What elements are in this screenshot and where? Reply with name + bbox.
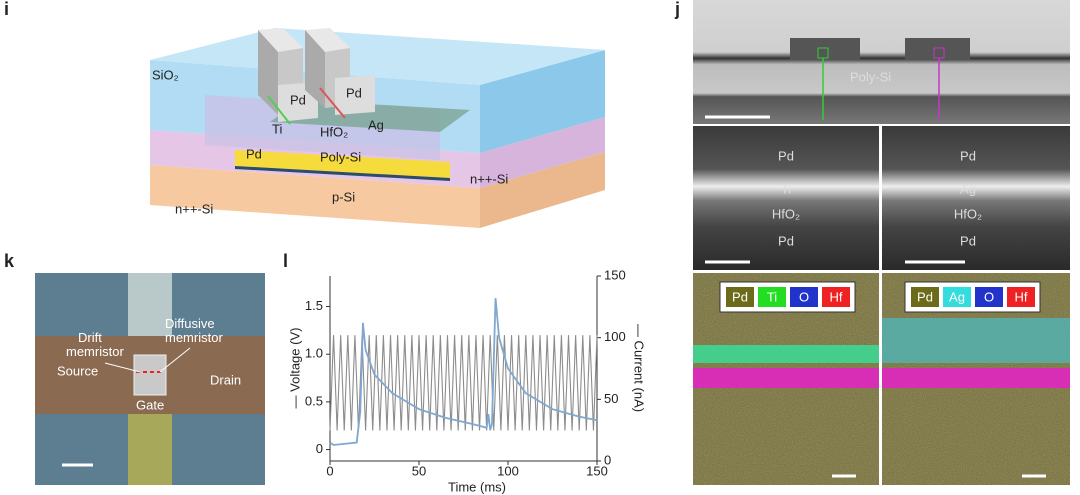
panel-label: l bbox=[283, 251, 288, 271]
oxide-side bbox=[480, 50, 605, 153]
panel-label: i bbox=[4, 0, 9, 19]
substrate-side bbox=[480, 152, 605, 228]
label-line: memristor bbox=[66, 344, 124, 359]
ag-band bbox=[882, 318, 1070, 363]
layer-label: Ti bbox=[781, 181, 791, 196]
y2-tick-label: 100 bbox=[604, 329, 626, 344]
layer-label: Pd bbox=[778, 148, 794, 163]
legend-swatch bbox=[911, 287, 939, 307]
y2-tick-label: 50 bbox=[604, 391, 618, 406]
label: Gate bbox=[136, 397, 164, 412]
data-line bbox=[329, 335, 598, 431]
y-tick-label: 1.0 bbox=[305, 346, 323, 361]
label: Poly-Si bbox=[850, 69, 891, 84]
legend-text: O bbox=[799, 289, 809, 304]
label: Pd bbox=[346, 85, 362, 100]
label: Source bbox=[57, 363, 98, 378]
legend-text: Hf bbox=[830, 289, 843, 304]
layer-label: HfO₂ bbox=[954, 206, 982, 221]
data-line bbox=[329, 298, 598, 446]
y2-tick-label: 150 bbox=[604, 267, 626, 282]
panel-label: k bbox=[4, 251, 15, 271]
legend-text: Hf bbox=[1015, 289, 1028, 304]
device-schematic: i SiO₂ Pd Pd Ti HfO₂ Ag Pd Poly-Si n++-S… bbox=[4, 0, 605, 228]
label: n++-Si bbox=[470, 171, 508, 186]
hf-band bbox=[882, 368, 1070, 388]
legend-swatch bbox=[822, 287, 850, 307]
label: Ti bbox=[272, 121, 282, 136]
axes bbox=[329, 276, 598, 462]
x-tick-label: 100 bbox=[497, 463, 519, 478]
legend-text: Ag bbox=[949, 289, 965, 304]
x-tick-label: 150 bbox=[586, 463, 608, 478]
panel-label: j bbox=[674, 0, 680, 19]
legend-swatch bbox=[943, 287, 971, 307]
substrate bbox=[150, 165, 480, 228]
label: SiO₂ bbox=[152, 67, 179, 82]
legend-text: Pd bbox=[732, 289, 748, 304]
ti-band bbox=[693, 345, 879, 363]
oxide-lower-side bbox=[480, 117, 605, 188]
tem-image bbox=[693, 0, 1070, 124]
hfo2 bbox=[270, 100, 470, 132]
x-tick-label: 0 bbox=[326, 463, 333, 478]
pillar bbox=[305, 28, 375, 119]
label: Drain bbox=[210, 372, 241, 387]
legend-text: Pd bbox=[917, 289, 933, 304]
chart: l Time (ms) — Voltage (V) — Current (nA)… bbox=[283, 251, 647, 495]
legend-text: Ti bbox=[767, 289, 777, 304]
poly-si-base bbox=[235, 166, 450, 181]
label: Pd bbox=[290, 92, 306, 107]
y2-axis-label: — Current (nA) bbox=[632, 324, 647, 412]
optical-image: k Drift memristor Diffusive memristor Sour… bbox=[4, 251, 265, 485]
hrtem-image bbox=[693, 126, 879, 270]
label: Ag bbox=[368, 117, 384, 132]
legend-swatch bbox=[975, 287, 1003, 307]
poly-si bbox=[235, 150, 450, 178]
y-axis-label: — Voltage (V) bbox=[287, 328, 302, 409]
y-tick-label: 0.5 bbox=[305, 393, 323, 408]
legend-text: O bbox=[984, 289, 994, 304]
device-stack bbox=[790, 38, 860, 60]
label: Drift memristor bbox=[66, 330, 124, 359]
label: Pd bbox=[246, 146, 262, 161]
label: HfO₂ bbox=[320, 124, 348, 139]
x-tick-label: 50 bbox=[412, 463, 426, 478]
legend-swatch bbox=[1007, 287, 1035, 307]
label: n++-Si bbox=[175, 201, 213, 216]
layer-label: Ag bbox=[960, 181, 976, 196]
label-line: memristor bbox=[165, 330, 223, 345]
x-axis-label: Time (ms) bbox=[448, 479, 506, 494]
legend-items: Pd Ti O Hf Pd Ag O Hf bbox=[726, 287, 1035, 307]
layer-labels: Pd Ti HfO₂ Pd Pd Ag HfO₂ Pd bbox=[772, 148, 982, 248]
hrtem-image bbox=[882, 126, 1070, 270]
y2-tick-label: 0 bbox=[604, 452, 611, 467]
layer-label: HfO₂ bbox=[772, 206, 800, 221]
label-line: Diffusive bbox=[165, 316, 215, 331]
legend-swatch bbox=[758, 287, 786, 307]
layer-label: Pd bbox=[960, 148, 976, 163]
label: Diffusive memristor bbox=[165, 316, 223, 345]
legend-swatch bbox=[726, 287, 754, 307]
label: p-Si bbox=[332, 189, 355, 204]
layer-label: Pd bbox=[778, 233, 794, 248]
hf-band bbox=[693, 368, 879, 388]
y-tick-label: 0 bbox=[316, 441, 323, 456]
label: Poly-Si bbox=[320, 149, 361, 164]
label-line: Drift bbox=[78, 330, 102, 345]
device-stack bbox=[905, 38, 970, 60]
layer-label: Pd bbox=[960, 233, 976, 248]
y-tick-label: 1.5 bbox=[305, 298, 323, 313]
legend-swatch bbox=[790, 287, 818, 307]
